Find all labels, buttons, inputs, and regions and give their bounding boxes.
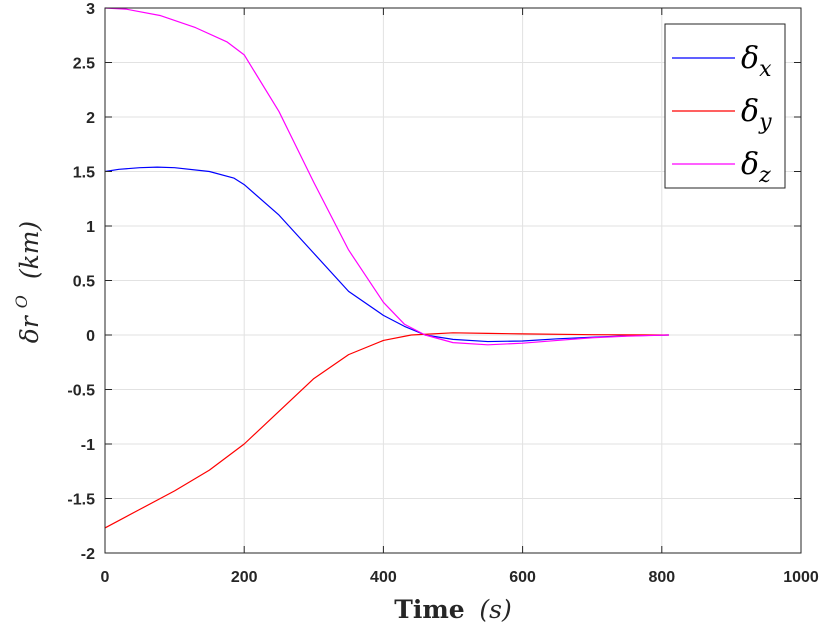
ticks [104,7,802,554]
y-tick-label: 2.5 [73,56,95,73]
legend-label-z: δz [741,147,771,188]
y-tick-label: 1.5 [73,165,95,182]
y-tick-label: 3 [86,1,95,18]
legend: δx δy δz [664,23,786,189]
y-tick-label: 0 [86,328,95,345]
y-tick-label: -2 [81,546,95,563]
series-group [104,7,669,529]
legend-box [664,23,786,189]
y-tick-label: -1 [81,437,95,454]
x-tick-label: 400 [370,569,397,586]
grid [104,7,802,554]
y-tick-label: 0.5 [73,274,95,291]
x-axis-title-main: Time [394,595,464,624]
legend-label-x: δx [741,41,772,82]
y-axis-title-unit: (km) [15,221,44,279]
x-tick-labels: 0 200 400 600 800 1000 [101,569,819,586]
series-line-z [104,7,669,346]
x-tick-label: 600 [509,569,536,586]
x-axis-title-unit: (s) [479,595,511,624]
y-tick-label: 2 [86,110,95,127]
legend-label-y: δy [741,94,772,135]
y-axis-title-sup: O [12,295,31,308]
x-tick-label: 200 [231,569,258,586]
y-axis-title-main: δr [15,314,44,343]
y-tick-labels: -2 -1.5 -1 -0.5 0 0.5 1 1.5 2 2.5 3 [67,1,95,563]
y-tick-label: 1 [86,219,95,236]
x-tick-label: 1000 [783,569,819,586]
x-tick-label: 800 [648,569,675,586]
y-tick-label: -1.5 [67,492,95,509]
x-axis-title: Time (s) [394,595,512,624]
y-tick-label: -0.5 [67,383,95,400]
legend-items: δx δy δz [672,41,772,188]
x-tick-label: 0 [101,569,110,586]
series-line-y [104,332,669,529]
series-line-x [104,166,669,343]
y-axis-title: δr O (km) [4,221,44,343]
